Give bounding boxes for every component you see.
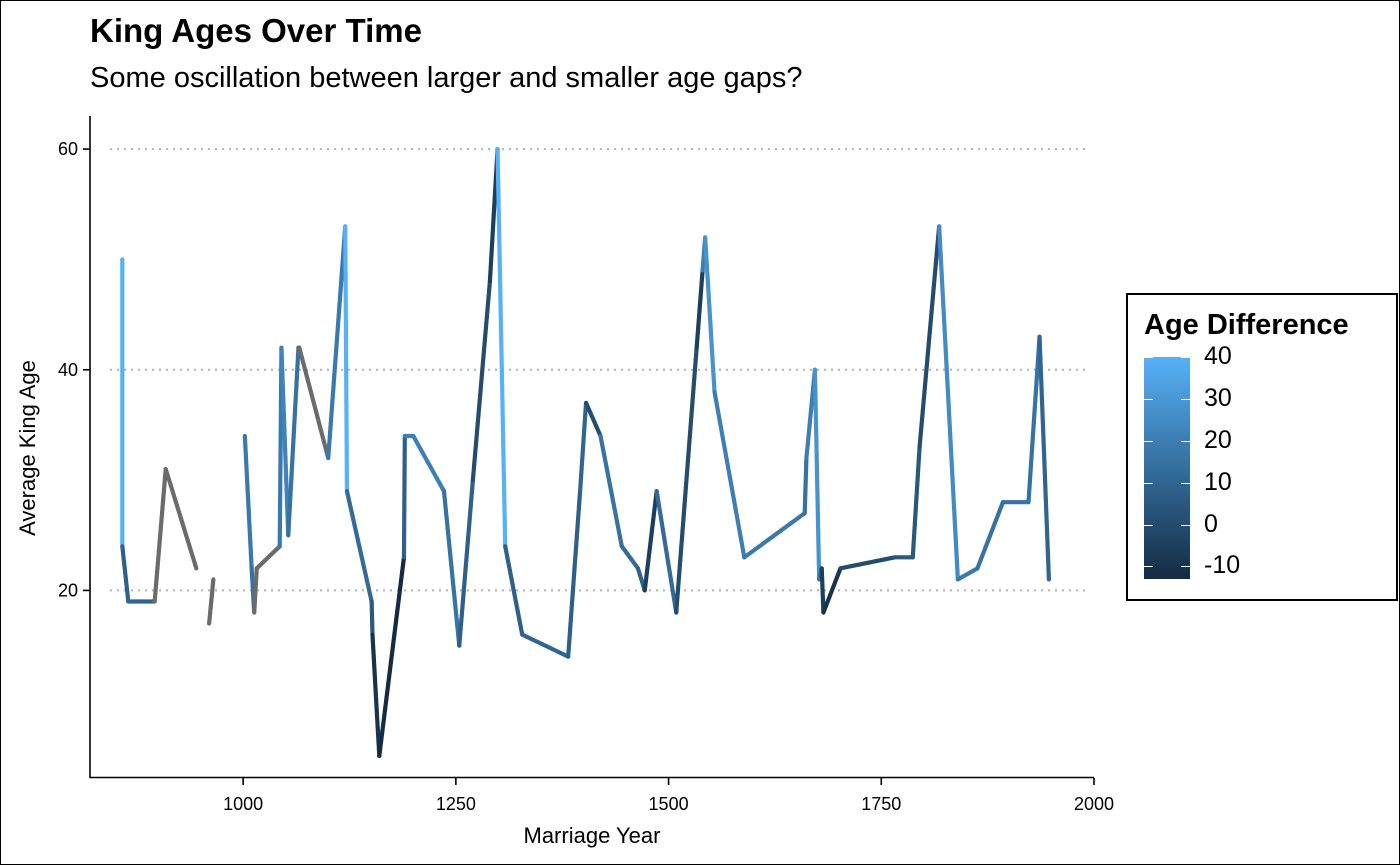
legend-tick-mark	[1144, 566, 1153, 568]
line-segment	[802, 455, 809, 516]
legend-tick-label: 10	[1204, 467, 1232, 496]
line-segment	[694, 268, 705, 350]
line-segment	[1037, 334, 1052, 582]
x-axis-title: Marriage Year	[524, 823, 661, 848]
line-segment	[279, 345, 291, 538]
legend-colorbar	[1144, 357, 1190, 579]
line-segment	[495, 147, 508, 549]
line-segment	[343, 224, 350, 494]
line-segment	[377, 555, 407, 759]
line-segment	[152, 466, 168, 604]
line-segment	[1026, 334, 1042, 505]
line-segment	[326, 224, 348, 461]
legend-tick-mark	[1144, 357, 1153, 358]
line-segment	[254, 544, 282, 571]
line-segment	[252, 566, 259, 615]
line-segment	[742, 511, 807, 560]
line-segment	[520, 632, 571, 659]
y-axis-title: Average King Age	[15, 360, 40, 536]
x-tick-label: 1750	[861, 794, 901, 814]
legend-title: Age Difference	[1144, 309, 1349, 341]
line-segment	[619, 544, 641, 571]
line-segment	[712, 389, 747, 560]
x-tick-label: 1000	[223, 794, 263, 814]
series-lines	[120, 147, 1052, 759]
line-segment	[457, 478, 475, 648]
line-segment	[242, 433, 254, 571]
line-segment	[955, 566, 980, 582]
line-segment	[583, 400, 603, 439]
line-segment	[642, 489, 659, 593]
line-segment	[441, 489, 462, 648]
y-tick-label: 40	[58, 360, 78, 380]
gridlines	[110, 148, 1088, 592]
legend-tick-mark	[1144, 398, 1153, 400]
line-segment	[370, 632, 382, 759]
axes	[89, 116, 1094, 779]
legend-tick-mark	[1181, 482, 1190, 484]
line-segment	[819, 566, 826, 615]
line-segment	[821, 566, 843, 615]
series-line	[207, 577, 216, 626]
legend-tick-label: 0	[1204, 509, 1218, 538]
legend-tick-label: 40	[1204, 342, 1232, 370]
legend: Age Difference 40 30 20 10 0 -10	[1126, 293, 1398, 601]
line-segment	[917, 224, 942, 450]
series-line	[242, 147, 1052, 759]
line-segment	[470, 279, 492, 483]
line-segment	[937, 224, 960, 582]
legend-tick-mark	[1144, 482, 1153, 484]
line-segment	[577, 400, 589, 494]
line-segment	[286, 345, 301, 538]
line-segment	[120, 544, 131, 604]
legend-tick-label: 20	[1204, 425, 1232, 454]
line-segment	[674, 345, 699, 615]
legend-tick-label: -10	[1204, 551, 1241, 580]
line-segment	[369, 599, 375, 637]
legend-tick-mark	[1144, 440, 1153, 442]
x-tick-label: 1500	[649, 794, 689, 814]
x-tick-label: 2000	[1074, 794, 1114, 814]
legend-tick-mark	[1181, 566, 1190, 568]
line-segment	[401, 433, 407, 560]
series-line	[120, 257, 199, 604]
line-segment	[344, 489, 374, 604]
line-segment	[411, 433, 447, 494]
line-segment	[812, 367, 822, 582]
legend-tick-mark	[1181, 440, 1190, 442]
chart-title: King Ages Over Time	[90, 12, 422, 49]
y-tick-label: 60	[58, 139, 78, 159]
x-ticks: 1000 1250 1500 1750 2000	[223, 778, 1114, 814]
line-segment	[207, 577, 216, 626]
x-tick-label: 1250	[436, 794, 476, 814]
legend-tick-mark	[1181, 524, 1190, 526]
line-segment	[566, 489, 583, 659]
chart-subtitle: Some oscillation between larger and smal…	[90, 62, 803, 94]
y-ticks: 20 40 60	[58, 139, 90, 600]
line-segment	[163, 466, 199, 571]
legend-tick-label: 30	[1204, 383, 1232, 412]
line-segment	[910, 444, 922, 560]
line-segment	[838, 555, 898, 571]
line-segment	[503, 544, 525, 637]
line-segment	[975, 500, 1006, 571]
line-segment	[654, 489, 679, 615]
legend-tick-mark	[1181, 357, 1190, 358]
legend-tick-mark	[1144, 524, 1153, 526]
legend-tick-mark	[1181, 398, 1190, 400]
line-segment	[297, 345, 331, 461]
line-segment	[598, 433, 624, 549]
y-tick-label: 20	[58, 580, 78, 600]
line-segment	[703, 235, 717, 394]
